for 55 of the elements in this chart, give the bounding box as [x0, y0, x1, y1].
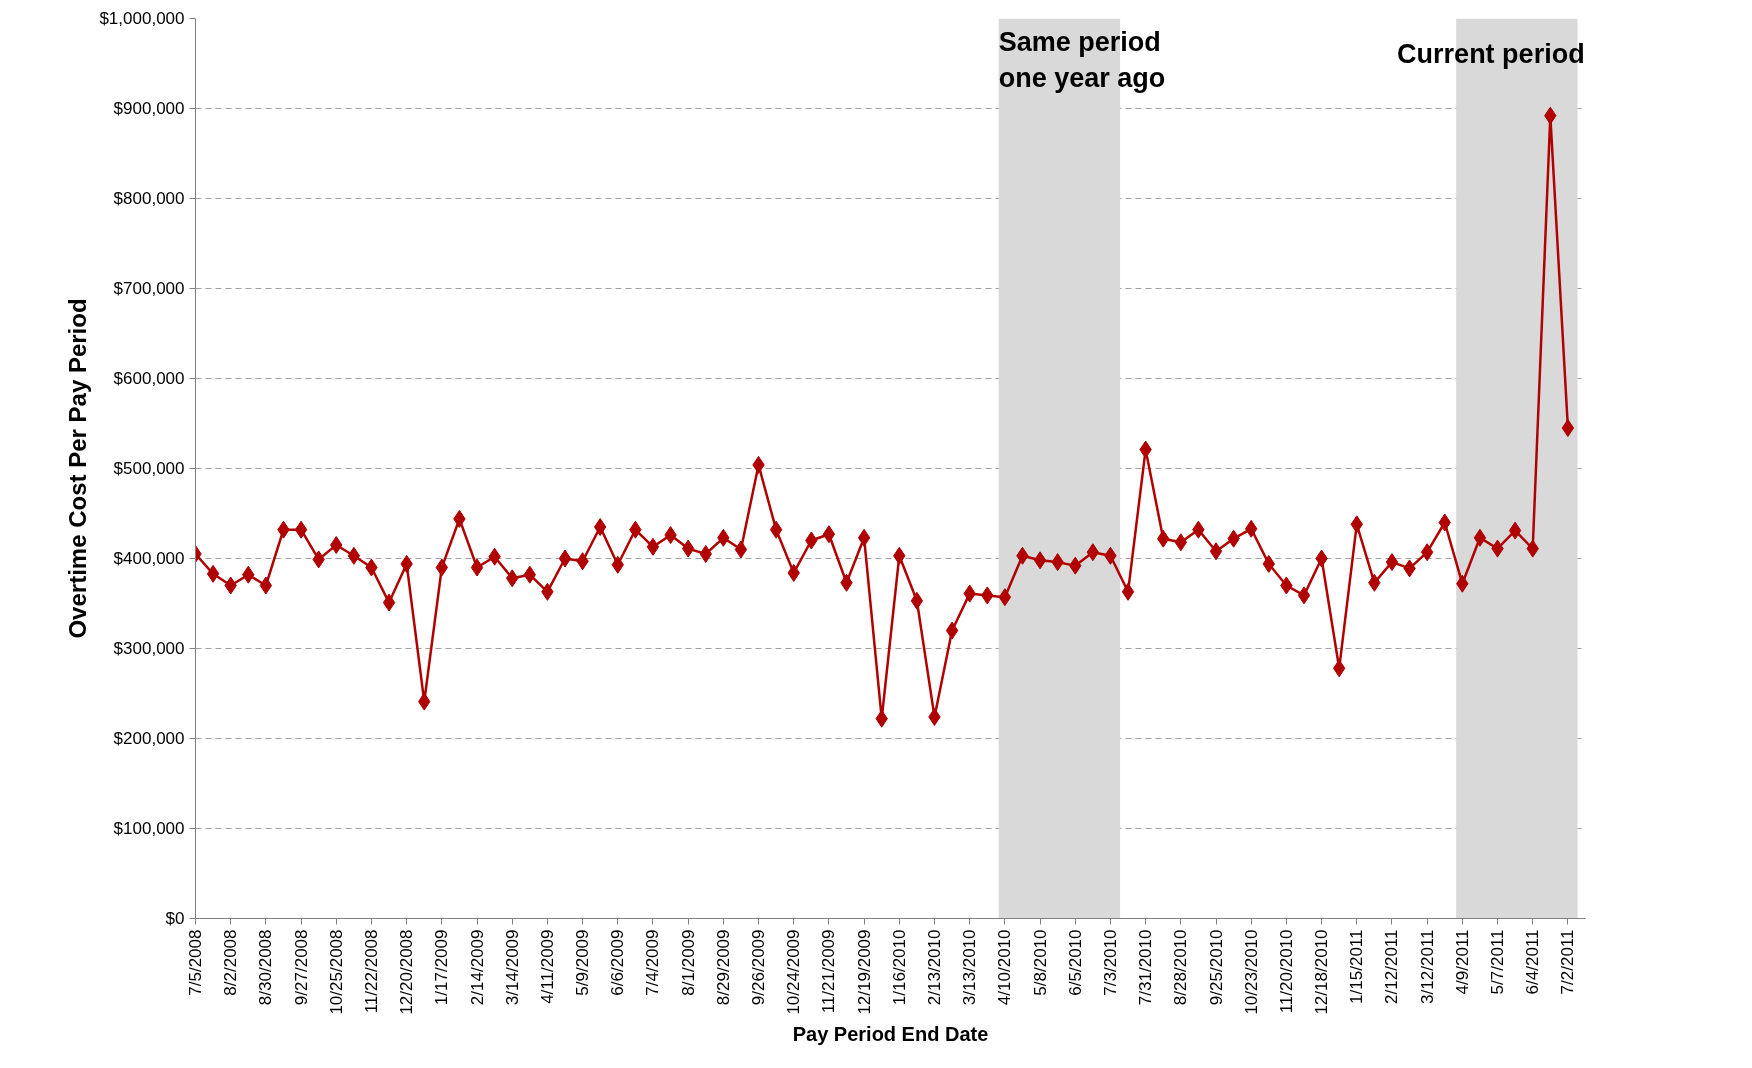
- y-tick-label: $0: [165, 909, 185, 928]
- x-tick-label: 5/8/2010: [1030, 929, 1050, 996]
- x-tick-label: 7/31/2010: [1136, 929, 1156, 1006]
- x-tick-label: 12/20/2008: [397, 929, 417, 1015]
- y-tick-label: $800,000: [113, 189, 185, 208]
- band-label: Same period one year ago: [998, 26, 1166, 93]
- x-tick-label: 4/9/2011: [1452, 929, 1472, 995]
- y-tick-label: $300,000: [113, 639, 185, 658]
- x-tick-label: 10/24/2009: [784, 929, 804, 1015]
- x-tick-label: 7/3/2010: [1100, 929, 1120, 996]
- x-tick-label: 11/22/2008: [361, 929, 381, 1014]
- x-tick-label: 12/18/2010: [1312, 929, 1332, 1015]
- y-tick-label: $400,000: [113, 549, 185, 568]
- x-tick-label: 4/11/2009: [537, 929, 557, 1004]
- x-tick-label: 1/16/2010: [889, 929, 909, 1006]
- x-tick-label: 3/12/2011: [1417, 929, 1437, 1004]
- x-tick-label: 8/2/2008: [221, 929, 241, 996]
- x-tick-label: 7/2/2011: [1558, 929, 1578, 995]
- x-tick-label: 4/10/2010: [995, 929, 1015, 1006]
- x-tick-label: 3/13/2010: [960, 929, 980, 1006]
- x-tick-label: 2/12/2011: [1382, 929, 1402, 1004]
- y-tick-label: $100,000: [113, 819, 185, 838]
- x-tick-label: 7/5/2008: [186, 929, 205, 996]
- x-tick-label: 1/15/2011: [1347, 929, 1367, 1004]
- x-tick-label: 5/9/2009: [573, 929, 593, 996]
- y-tick-label: $900,000: [113, 99, 185, 118]
- x-tick-label: 11/21/2009: [819, 929, 839, 1014]
- y-tick-label: $1,000,000: [99, 9, 185, 28]
- x-tick-label: 12/19/2009: [854, 929, 874, 1015]
- x-tick-label: 6/6/2009: [608, 929, 628, 996]
- x-tick-label: 8/1/2009: [678, 929, 698, 996]
- x-tick-label: 7/4/2009: [643, 929, 663, 996]
- x-tick-label: 9/26/2009: [749, 929, 769, 1006]
- x-tick-label: 2/14/2009: [467, 929, 487, 1006]
- y-tick-label: $200,000: [113, 729, 185, 748]
- x-tick-label: 8/30/2008: [256, 929, 276, 1006]
- y-tick-label: $500,000: [113, 459, 185, 478]
- x-axis-title: Pay Period End Date: [792, 1022, 989, 1045]
- y-tick-label: $700,000: [113, 279, 185, 298]
- x-tick-label: 8/28/2010: [1171, 929, 1191, 1006]
- x-tick-label: 9/27/2008: [291, 929, 311, 1006]
- x-tick-label: 6/5/2010: [1065, 929, 1085, 996]
- x-tick-label: 10/23/2010: [1241, 929, 1261, 1015]
- y-axis-title: Overtime Cost Per Pay Period: [64, 298, 92, 639]
- x-tick-label: 5/7/2011: [1488, 929, 1508, 995]
- x-tick-label: 10/25/2008: [326, 929, 346, 1015]
- x-tick-label: 8/29/2009: [713, 929, 733, 1006]
- x-tick-label: 6/4/2011: [1523, 929, 1543, 995]
- x-tick-label: 1/17/2009: [432, 929, 452, 1006]
- y-tick-label: $600,000: [113, 369, 185, 388]
- x-tick-label: 9/25/2010: [1206, 929, 1226, 1006]
- band-label: Current period: [1397, 38, 1585, 69]
- x-tick-label: 11/20/2010: [1276, 929, 1296, 1014]
- x-tick-label: 2/13/2010: [924, 929, 944, 1006]
- x-tick-label: 3/14/2009: [502, 929, 522, 1006]
